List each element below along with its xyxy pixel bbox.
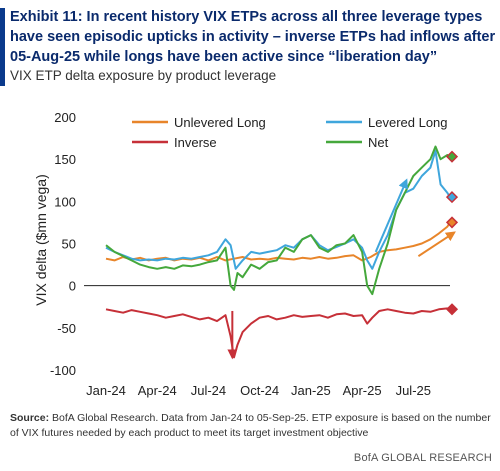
x-axis: Jan-24 Apr-24 Jul-24 Oct-24 Jan-25 Apr-25 Jul-… <box>86 383 431 398</box>
y-axis-label: VIX delta ($mn vega) <box>33 174 49 306</box>
x-tick-label: Oct-24 <box>240 383 279 398</box>
legend-label-levered-long: Levered Long <box>368 115 448 130</box>
y-axis: -100 -50 0 50 100 150 200 <box>50 110 450 378</box>
y-tick-label: 100 <box>54 194 76 209</box>
source-footnote: Source: BofA Global Research. Data from … <box>10 411 494 441</box>
series-line-inverse <box>105 307 451 359</box>
series-lines <box>105 145 451 359</box>
source-text: BofA Global Research. Data from Jan-24 t… <box>10 412 491 439</box>
y-tick-label: 200 <box>54 110 76 125</box>
y-tick-label: 50 <box>62 237 76 252</box>
x-tick-label: Apr-25 <box>343 383 382 398</box>
series-line-levered-long <box>105 149 451 270</box>
y-tick-label: 150 <box>54 152 76 167</box>
research-credit: BofA GLOBAL RESEARCH <box>353 452 492 464</box>
x-tick-label: Jan-24 <box>86 383 126 398</box>
x-tick-label: Jul-24 <box>191 383 226 398</box>
vix-etp-delta-chart: -100 -50 0 50 100 150 200 Jan-24 Apr-24 Jul-24 Oc… <box>33 110 459 398</box>
source-label: Source: <box>10 412 50 424</box>
series-line-unlevered-long <box>105 221 451 262</box>
series-line-net <box>105 145 451 296</box>
title-accent-bar <box>0 8 5 86</box>
annotation-arrow <box>417 231 456 257</box>
end-marker-net <box>445 150 459 163</box>
end-markers <box>445 150 459 316</box>
y-tick-label: -50 <box>57 321 76 336</box>
y-tick-label: 0 <box>69 279 76 294</box>
legend-label-net: Net <box>368 135 389 150</box>
end-marker-unlevered-long <box>445 216 459 229</box>
legend-label-inverse: Inverse <box>174 135 217 150</box>
exhibit-title: Exhibit 11: In recent history VIX ETPs a… <box>10 9 496 65</box>
x-tick-label: Apr-24 <box>138 383 177 398</box>
end-marker-levered-long <box>445 191 459 204</box>
annotation-arrow <box>374 178 408 253</box>
end-marker-inverse <box>445 303 459 316</box>
annotation-arrows <box>227 178 456 360</box>
y-tick-label: -100 <box>50 363 76 378</box>
x-tick-label: Jan-25 <box>291 383 331 398</box>
x-tick-label: Jul-25 <box>396 383 431 398</box>
chart-subtitle: VIX ETP delta exposure by product levera… <box>10 68 277 83</box>
legend: Unlevered Long Levered Long Inverse Net <box>132 115 448 150</box>
legend-label-unlevered-long: Unlevered Long <box>174 115 266 130</box>
